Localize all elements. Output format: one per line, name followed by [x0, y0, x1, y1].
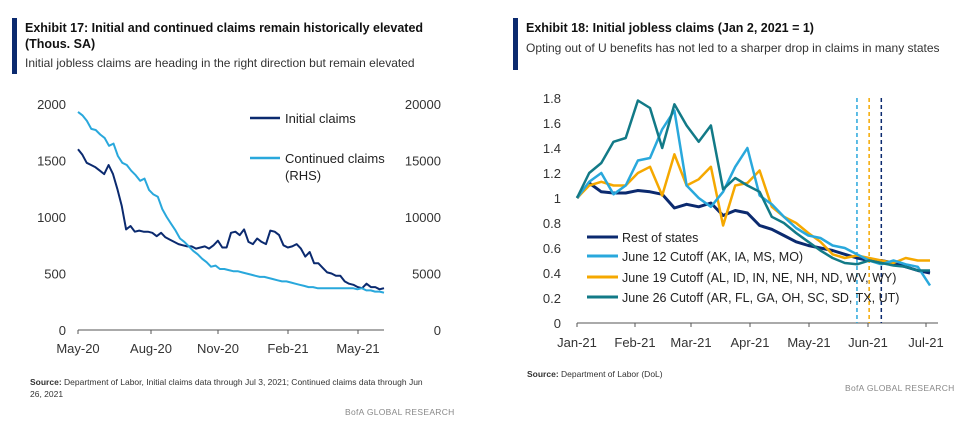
x-tick-label: Feb-21 — [614, 335, 655, 350]
source-note: Source: Department of Labor, Initial cla… — [30, 376, 430, 400]
source-label: Source: — [527, 369, 559, 379]
y-tick-label: 1 — [554, 191, 561, 206]
chart-subtitle: Opting out of U benefits has not led to … — [526, 41, 940, 55]
y-tick-label: 1.2 — [543, 166, 561, 181]
y-tick-label: 0 — [554, 316, 561, 331]
series-line-continued-claims — [77, 111, 385, 294]
exhibit-18-panel: Exhibit 18: Initial jobless claims (Jan … — [505, 0, 964, 427]
y-tick-label-right: 10000 — [405, 210, 441, 225]
chart-title: Exhibit 17: Initial and continued claims… — [25, 21, 424, 51]
x-tick-label: Jan-21 — [557, 335, 597, 350]
source-text: Department of Labor (DoL) — [561, 369, 663, 379]
legend-label-1: June 12 Cutoff (AK, IA, MS, MO) — [622, 250, 803, 264]
source-text: Department of Labor, Initial claims data… — [30, 377, 423, 399]
series-line-3 — [575, 99, 930, 272]
y-tick-label-left: 1000 — [37, 210, 66, 225]
x-tick-label: Jun-21 — [848, 335, 888, 350]
y-tick-label: 0.8 — [543, 216, 561, 231]
source-label: Source: — [30, 377, 62, 387]
x-tick-label: Apr-21 — [730, 335, 769, 350]
y-tick-label-left: 2000 — [37, 97, 66, 112]
x-tick-label: Aug-20 — [130, 341, 172, 356]
x-tick-label: Nov-20 — [197, 341, 239, 356]
claims-line-chart: 050010001500200005000100001500020000May-… — [37, 97, 441, 356]
legend-label-3: June 26 Cutoff (AR, FL, GA, OH, SC, SD, … — [622, 291, 899, 305]
y-tick-label-right: 15000 — [405, 154, 441, 169]
y-tick-label: 1.6 — [543, 116, 561, 131]
series-line-initial-claims — [77, 148, 385, 291]
brand-label: BofA GLOBAL RESEARCH — [845, 383, 955, 393]
y-tick-label: 1.4 — [543, 141, 561, 156]
legend-label-continued-claims: Continued claims — [285, 151, 385, 166]
legend-label-0: Rest of states — [622, 231, 698, 245]
y-tick-label-left: 500 — [44, 267, 66, 282]
x-tick-label: Jul-21 — [908, 335, 943, 350]
x-tick-label: May-21 — [336, 341, 379, 356]
y-tick-label: 0.6 — [543, 241, 561, 256]
title-accent-bar — [513, 18, 518, 70]
y-tick-label-left: 1500 — [37, 154, 66, 169]
y-tick-label: 0.4 — [543, 266, 561, 281]
y-tick-label-left: 0 — [59, 323, 66, 338]
y-tick-label-right: 0 — [434, 323, 441, 338]
exhibit-17-panel: Exhibit 17: Initial and continued claims… — [0, 0, 470, 427]
x-tick-label: May-20 — [56, 341, 99, 356]
y-tick-label: 1.8 — [543, 91, 561, 106]
state-claims-line-chart: 0 0.2 0.4 0.6 0.8 1 1.2 1.4 1.6 1.8 Jan-21 Feb-21 Ma… — [543, 91, 944, 350]
chart-subtitle: Initial jobless claims are heading in th… — [25, 56, 415, 70]
y-tick-label-right: 5000 — [412, 267, 441, 282]
y-tick-label: 0.2 — [543, 291, 561, 306]
source-note: Source: Department of Labor (DoL) — [527, 368, 827, 380]
x-tick-label: Feb-21 — [267, 341, 308, 356]
legend-label-continued-claims-axis: (RHS) — [285, 168, 321, 183]
x-tick-label: Mar-21 — [670, 335, 711, 350]
legend-label-2: June 19 Cutoff (AL, ID, IN, NE, NH, ND, … — [622, 271, 896, 285]
chart-title: Exhibit 18: Initial jobless claims (Jan … — [526, 21, 814, 35]
legend-label-initial-claims: Initial claims — [285, 111, 356, 126]
title-accent-bar — [12, 18, 17, 74]
y-tick-label-right: 20000 — [405, 97, 441, 112]
brand-label: BofA GLOBAL RESEARCH — [345, 407, 455, 417]
x-tick-label: May-21 — [787, 335, 830, 350]
